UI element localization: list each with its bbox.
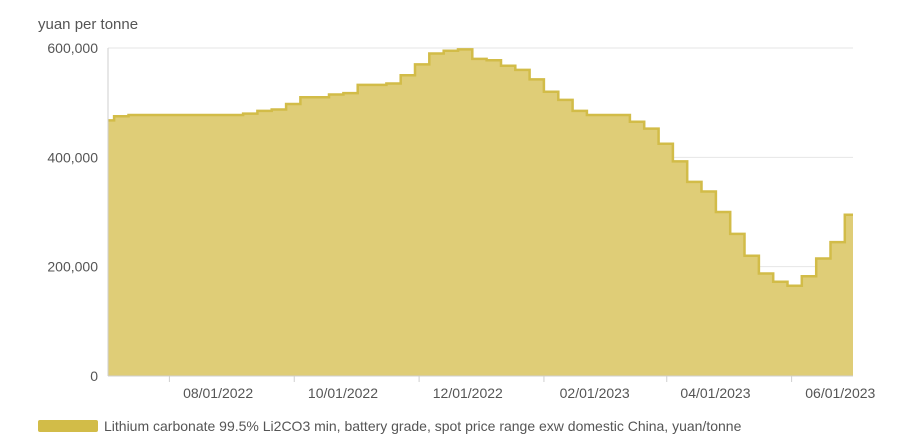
x-tick-label: 08/01/2022 (183, 385, 253, 401)
series-line (108, 48, 853, 288)
legend: Lithium carbonate 99.5% Li2CO3 min, batt… (38, 418, 741, 434)
axes: 600,000 400,000 200,000 0 08/01/2022 10/01/20… (47, 40, 875, 401)
legend-label: Lithium carbonate 99.5% Li2CO3 min, batt… (104, 418, 742, 434)
y-axis-unit-label: yuan per tonne (38, 16, 139, 33)
y-tick-label: 200,000 (47, 259, 98, 275)
legend-swatch (38, 420, 98, 432)
y-tick-label: 600,000 (47, 40, 98, 56)
x-tick-label: 02/01/2023 (560, 385, 630, 401)
x-tick-label: 10/01/2022 (308, 385, 378, 401)
x-tick-label: 04/01/2023 (680, 385, 750, 401)
y-tick-label: 0 (90, 368, 98, 384)
series-area (108, 48, 853, 377)
series-area-fill (108, 49, 853, 377)
x-tick-label: 06/01/2023 (805, 385, 875, 401)
x-tick-label: 12/01/2022 (433, 385, 503, 401)
y-tick-label: 400,000 (47, 149, 98, 165)
